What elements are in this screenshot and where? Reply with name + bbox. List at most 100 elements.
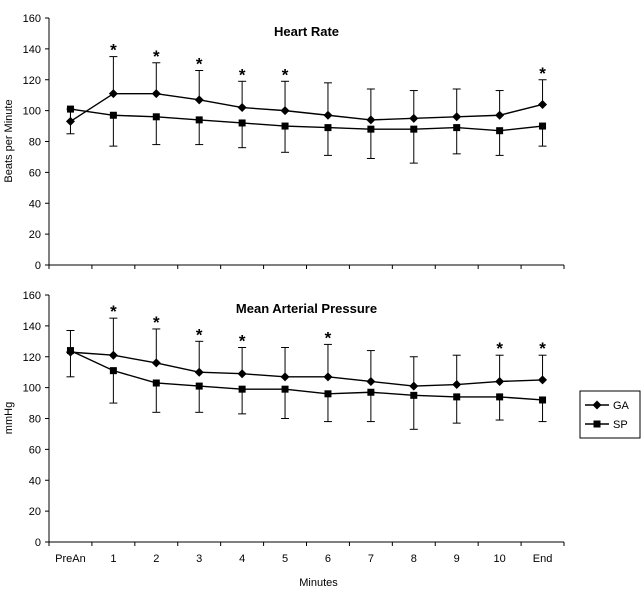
data-point [453,124,461,132]
x-axis-title: Minutes [299,577,338,589]
data-point [452,380,462,390]
data-point [495,110,505,120]
series-line [70,349,543,401]
y-tick-label: 160 [23,13,41,25]
data-point [152,113,160,121]
data-point [495,376,505,386]
significance-marker: * [153,313,160,332]
data-point [324,124,332,132]
data-point [108,89,118,99]
series-line [70,108,543,132]
data-point [66,347,74,355]
data-point [194,367,204,377]
y-tick-label: 40 [29,475,41,487]
series-line [70,92,543,123]
data-point [151,89,161,99]
data-point [195,116,203,124]
y-tick-label: 140 [23,321,41,333]
significance-marker: * [153,47,160,66]
x-tick-label: End [533,553,553,565]
y-tick-label: 0 [35,537,41,549]
y-tick-label: 100 [23,106,41,118]
significance-marker: * [539,64,546,83]
significance-marker: * [110,302,117,321]
y-tick-label: 80 [29,414,41,426]
data-point [538,99,548,109]
legend-item-ga: GA [585,400,630,412]
series-sp [66,105,547,164]
data-point [66,105,74,113]
x-tick-label: 1 [110,553,116,565]
data-point [152,379,160,387]
significance-marker: * [196,325,203,344]
legend-label: SP [613,419,628,431]
legend-label: GA [613,400,630,412]
significance-marker: * [496,339,503,358]
significance-marker: * [110,41,117,60]
significance-marker: * [196,54,203,73]
x-tick-label: 8 [411,553,417,565]
data-point [195,382,203,390]
data-point [409,381,419,391]
legend-box [579,390,641,439]
legend-marker [592,400,602,410]
data-point [539,396,547,404]
data-point [109,367,117,375]
data-point [323,372,333,382]
series-line [70,351,543,387]
data-point [324,390,332,398]
y-tick-label: 20 [29,506,41,518]
y-tick-label: 100 [23,383,41,395]
data-point [151,358,161,368]
chart-title: Mean Arterial Pressure [236,301,377,316]
y-tick-label: 120 [23,75,41,87]
data-point [496,393,504,401]
y-tick-label: 0 [35,260,41,272]
x-tick-label: 5 [282,553,288,565]
data-point [238,119,246,127]
y-tick-label: 20 [29,229,41,241]
data-point [367,125,375,133]
data-point [238,385,246,393]
y-tick-label: 60 [29,444,41,456]
heart-rate-chart: 0 20 40 60 80 100 120 140 160 Heart Rate Beats per… [3,13,565,272]
data-point [280,372,290,382]
y-tick-label: 140 [23,44,41,56]
significance-marker: * [325,328,332,347]
y-axis-title: mmHg [3,402,15,434]
y-tick-label: 120 [23,352,41,364]
data-point [539,122,547,130]
y-tick-label: 60 [29,167,41,179]
data-point [323,110,333,120]
significance-marker: * [539,339,546,358]
x-tick-label: 3 [196,553,202,565]
y-tick-label: 40 [29,198,41,210]
series-ga [65,317,548,391]
x-tick-label: 7 [368,553,374,565]
data-point [453,393,461,401]
data-point [108,350,118,360]
significance-marker: * [282,65,289,84]
x-tick-label: 2 [153,553,159,565]
x-tick-label: 9 [454,553,460,565]
y-axis-title: Beats per Minute [3,99,15,182]
data-point [496,127,504,135]
data-point [280,106,290,116]
data-point [281,385,289,393]
y-tick-label: 80 [29,137,41,149]
data-point [366,115,376,125]
series-ga [65,56,548,126]
y-tick-label: 160 [23,290,41,302]
data-point [410,125,418,133]
data-point [409,113,419,123]
data-point [367,388,375,396]
data-point [109,111,117,119]
data-point [281,122,289,130]
data-point [237,103,247,113]
legend: GA SP [579,390,641,439]
data-point [538,375,548,385]
x-tick-label: PreAn [55,553,86,565]
data-point [452,112,462,122]
data-point [366,376,376,386]
